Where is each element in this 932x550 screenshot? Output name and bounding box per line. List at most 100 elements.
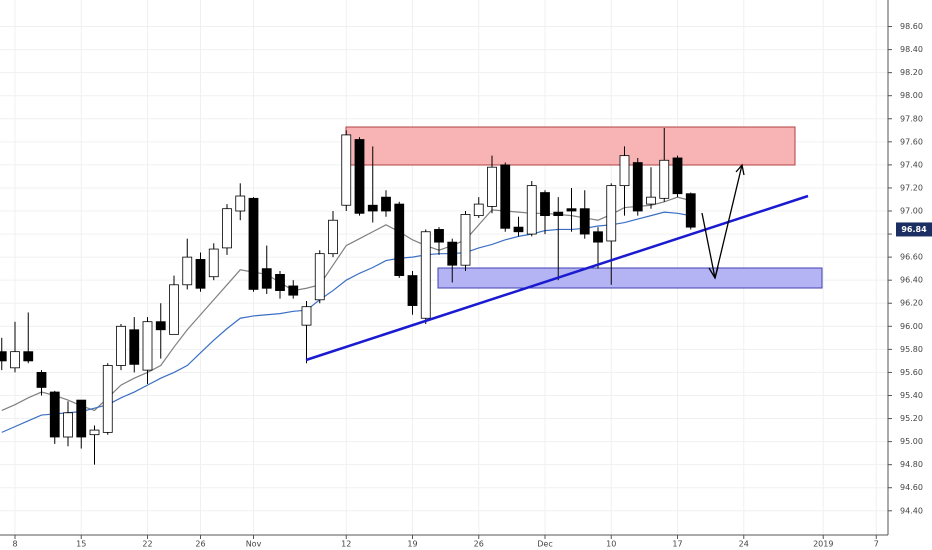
candle-body [579, 208, 590, 235]
candle-body [632, 162, 643, 212]
candle-body [447, 241, 458, 266]
candle-body [685, 193, 696, 228]
candle-body [63, 412, 73, 438]
candle-body [553, 211, 564, 217]
candle-body [341, 134, 352, 206]
candle-body [235, 195, 246, 212]
candle-body [487, 166, 497, 207]
moving-average [1, 211, 691, 433]
y-tick-label: 94.40 [900, 506, 923, 515]
candle-body [89, 429, 100, 436]
y-tick-label: 98.20 [900, 68, 923, 77]
y-tick-label: 96.00 [900, 322, 923, 331]
y-tick-label: 95.40 [900, 391, 923, 400]
x-tick-label: 12 [341, 540, 351, 549]
candle-body [420, 231, 431, 319]
candle-body [275, 274, 285, 291]
candle-body [314, 253, 325, 301]
y-tick-label: 95.20 [900, 414, 923, 423]
y-tick-label: 97.80 [900, 114, 923, 123]
candle-body [646, 196, 656, 205]
candle-body [222, 208, 232, 249]
candle-body [407, 275, 418, 306]
candle-body [367, 204, 378, 212]
y-tick-label: 96.60 [900, 253, 923, 262]
y-tick-label: 98.00 [900, 91, 923, 100]
y-tick-label: 98.60 [900, 22, 923, 31]
support-zone [437, 267, 823, 289]
candle-body [619, 155, 630, 187]
y-tick-label: 97.00 [900, 207, 923, 216]
x-tick-label: 2019 [813, 540, 833, 549]
candle-body [526, 185, 537, 235]
candle-body [381, 196, 391, 212]
candle-body [261, 268, 272, 289]
candle-body [102, 365, 113, 433]
arrow-head [735, 163, 745, 176]
last-price-label: 96.84 [901, 225, 927, 234]
x-tick-label: 17 [672, 540, 682, 549]
axis-labels: 94.40 94.60 94.80 95.00 95.20 95.40 95.60 95.80… [12, 22, 932, 549]
candle-body [208, 248, 219, 278]
x-tick-label: 26 [195, 540, 205, 549]
y-tick-label: 96.40 [900, 276, 923, 285]
candle-body [513, 226, 524, 233]
candle-body [328, 219, 338, 255]
candle-body [500, 164, 511, 229]
candle-body [593, 231, 603, 243]
x-tick-label: 15 [76, 540, 86, 549]
candle-body [288, 285, 299, 296]
candle-body [182, 256, 193, 286]
candle-body [76, 399, 87, 438]
y-tick-label: 96.20 [900, 299, 923, 308]
candle-body [540, 192, 550, 217]
candle-body [473, 203, 484, 217]
candle-body [49, 391, 60, 438]
y-tick-label: 95.60 [900, 368, 923, 377]
candle-body [566, 208, 577, 212]
x-tick-label: 7 [874, 540, 879, 549]
candle-body [672, 157, 683, 195]
resistance-zone [345, 126, 796, 166]
arrow-head [708, 266, 719, 280]
candle-body [394, 203, 405, 276]
x-tick-label: 22 [142, 540, 152, 549]
candle-body [354, 139, 365, 214]
marks [0, 127, 696, 465]
x-tick-label: 8 [12, 540, 17, 549]
candle-body [142, 321, 153, 371]
y-tick-label: 97.60 [900, 137, 923, 146]
x-tick-label: Dec [537, 540, 552, 549]
y-tick-label: 95.80 [900, 345, 923, 354]
x-tick-label: 24 [739, 540, 749, 549]
y-tick-label: 97.40 [900, 160, 923, 169]
y-tick-label: 94.80 [900, 460, 923, 469]
y-tick-label: 98.40 [900, 45, 923, 54]
last-price-box [896, 222, 932, 237]
x-tick-label: 10 [606, 540, 616, 549]
x-tick-label: Nov [246, 540, 262, 549]
trend-line [305, 194, 809, 362]
candle-body [248, 197, 259, 290]
candle-body [0, 351, 7, 362]
candle-body [155, 321, 166, 331]
candle-body [659, 159, 670, 199]
y-tick-label: 95.00 [900, 437, 923, 446]
x-tick-label: 19 [407, 540, 417, 549]
x-tick-label: 26 [474, 540, 484, 549]
candle-body [434, 229, 444, 243]
candle-body [169, 284, 179, 335]
y-tick-label: 94.60 [900, 483, 923, 492]
y-tick-label: 97.20 [900, 183, 923, 192]
candle-body [606, 185, 617, 242]
candle-body [36, 372, 47, 388]
candle-body [460, 214, 471, 266]
candle-body [301, 306, 312, 326]
candle-body [23, 351, 34, 362]
moving-average [1, 196, 691, 412]
candle-body [195, 259, 206, 289]
candle-body [10, 351, 20, 369]
candle-body [116, 325, 126, 366]
candle-body [129, 329, 140, 365]
